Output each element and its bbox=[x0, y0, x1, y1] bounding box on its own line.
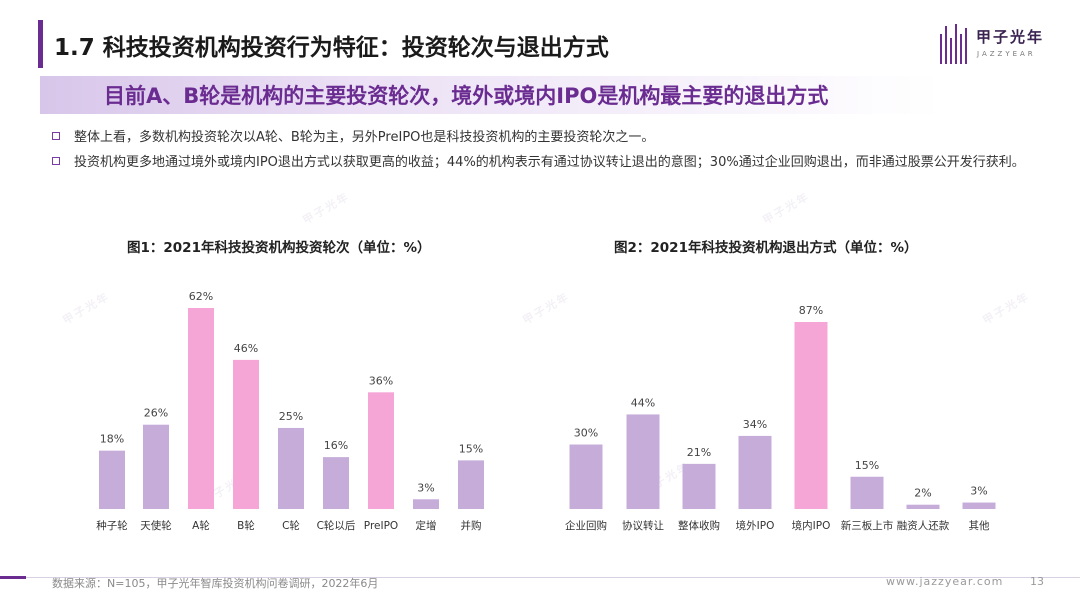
chart1-data-label: 36% bbox=[369, 374, 393, 387]
chart2-category-label: 整体收购 bbox=[678, 519, 720, 532]
chart1-data-label: 18% bbox=[100, 433, 124, 446]
chart2-title: 图2：2021年科技投资机构退出方式（单位：%） bbox=[614, 240, 918, 256]
chart2-data-label: 87% bbox=[799, 304, 823, 317]
chart2-bar bbox=[962, 502, 996, 509]
brand-logo: 甲子光年 JAZZYEAR bbox=[940, 22, 1060, 70]
chart1-bar bbox=[323, 457, 349, 509]
chart2-bar bbox=[850, 476, 884, 509]
chart1-category-label: PreIPO bbox=[364, 520, 398, 532]
chart2-bar bbox=[626, 414, 660, 509]
chart2-bar bbox=[682, 463, 716, 509]
chart1-bar bbox=[278, 427, 304, 509]
chart1-bar bbox=[99, 450, 125, 509]
bullet-text: 整体上看，多数机构投资轮次以A轮、B轮为主，另外PreIPO也是科技投资机构的主… bbox=[74, 130, 655, 145]
chart2-bar bbox=[569, 444, 603, 509]
chart1-bar bbox=[413, 499, 439, 509]
logo-bars-icon bbox=[940, 24, 970, 64]
chart1-bar bbox=[368, 392, 394, 509]
chart2-data-label: 2% bbox=[914, 487, 931, 500]
chart1-bar bbox=[143, 424, 169, 509]
bullet-text: 投资机构更多地通过境外或境内IPO退出方式以获取更高的收益；44%的机构表示有通… bbox=[74, 155, 1025, 170]
chart2-plot: 30% 企业回购 44% 协议转让 21% 整体收购 34% 境外IPO 87% 境内IPO 15%… bbox=[565, 304, 996, 532]
chart1-category-label: 并购 bbox=[461, 519, 482, 532]
title-accent-bar bbox=[38, 20, 43, 68]
chart1-category-label: 种子轮 bbox=[96, 519, 128, 532]
chart1-category-label: C轮以后 bbox=[317, 519, 356, 532]
chart2-data-label: 30% bbox=[574, 427, 598, 440]
data-source: 数据来源：N=105，甲子光年智库投资机构问卷调研，2022年6月 bbox=[52, 577, 379, 590]
chart1-category-label: B轮 bbox=[237, 519, 255, 532]
bullet-list: 整体上看，多数机构投资轮次以A轮、B轮为主，另外PreIPO也是科技投资机构的主… bbox=[52, 128, 1042, 178]
subtitle: 目前A、B轮是机构的主要投资轮次，境外或境内IPO是机构最主要的退出方式 bbox=[104, 84, 829, 108]
chart1-bar bbox=[458, 460, 484, 509]
chart1-data-label: 25% bbox=[279, 410, 303, 423]
chart1-bar bbox=[188, 308, 214, 509]
footer-accent bbox=[0, 576, 26, 579]
chart1-category-label: 定增 bbox=[416, 519, 437, 532]
chart2-data-label: 15% bbox=[855, 459, 879, 472]
chart2-bar bbox=[794, 322, 828, 509]
square-bullet-icon bbox=[52, 157, 60, 165]
subtitle-band bbox=[40, 76, 940, 114]
chart2-category-label: 其他 bbox=[969, 519, 990, 532]
chart1-category-label: A轮 bbox=[192, 519, 210, 532]
chart2-data-label: 3% bbox=[970, 485, 987, 498]
chart2-category-label: 企业回购 bbox=[565, 519, 607, 532]
chart1-category-label: C轮 bbox=[282, 519, 300, 532]
footer-url: www.jazzyear.com bbox=[886, 575, 1004, 588]
chart1-data-label: 3% bbox=[417, 481, 434, 494]
page-title: 1.7 科技投资机构投资行为特征：投资轮次与退出方式 bbox=[54, 35, 609, 61]
chart2-bar bbox=[738, 435, 772, 509]
page-number: 13 bbox=[1030, 575, 1044, 588]
chart2-data-label: 44% bbox=[631, 396, 655, 409]
chart1-data-label: 62% bbox=[189, 290, 213, 303]
chart1-data-label: 16% bbox=[324, 439, 348, 452]
chart2-category-label: 境内IPO bbox=[792, 519, 831, 532]
chart1-plot: 18% 种子轮 26% 天使轮 62% A轮 46% B轮 25% C轮 16% C轮以后 36% Pre… bbox=[96, 290, 484, 532]
logo-subtext: JAZZYEAR bbox=[977, 50, 1036, 58]
chart1-data-label: 46% bbox=[234, 342, 258, 355]
chart1-data-label: 15% bbox=[459, 442, 483, 455]
chart2-category-label: 境外IPO bbox=[736, 519, 775, 532]
chart2-category-label: 新三板上市 bbox=[841, 519, 894, 532]
bullet-item: 投资机构更多地通过境外或境内IPO退出方式以获取更高的收益；44%的机构表示有通… bbox=[52, 153, 1042, 172]
chart1-bar bbox=[233, 359, 259, 509]
chart1-category-label: 天使轮 bbox=[140, 519, 172, 532]
square-bullet-icon bbox=[52, 132, 60, 140]
footer-divider bbox=[0, 577, 1080, 578]
chart1-data-label: 26% bbox=[144, 407, 168, 420]
chart2-category-label: 协议转让 bbox=[622, 519, 664, 532]
chart2-data-label: 21% bbox=[687, 446, 711, 459]
chart2-data-label: 34% bbox=[743, 418, 767, 431]
logo-text: 甲子光年 bbox=[976, 28, 1045, 46]
bullet-item: 整体上看，多数机构投资轮次以A轮、B轮为主，另外PreIPO也是科技投资机构的主… bbox=[52, 128, 1042, 147]
chart2-category-label: 融资人还款 bbox=[897, 519, 950, 532]
chart1-title: 图1：2021年科技投资机构投资轮次（单位：%） bbox=[127, 240, 431, 256]
chart2-bar bbox=[906, 504, 940, 509]
